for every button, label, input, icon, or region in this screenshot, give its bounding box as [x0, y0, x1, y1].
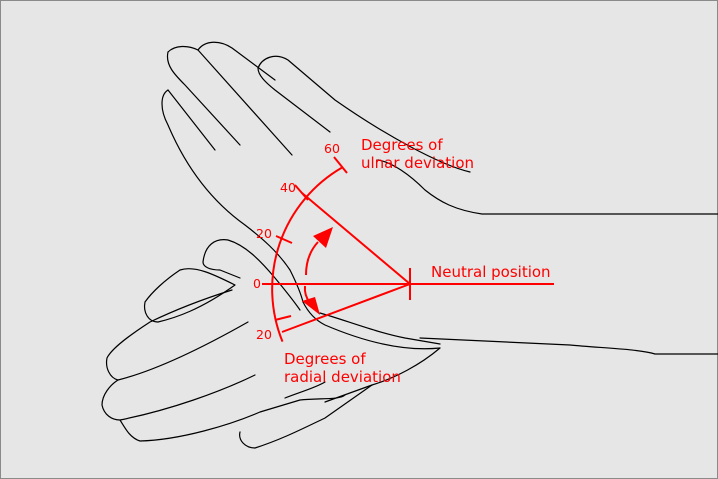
- ulnar-label-line2: ulnar deviation: [361, 154, 474, 172]
- ulnar-label-line1: Degrees of: [361, 136, 443, 154]
- neutral-position-label: Neutral position: [431, 263, 551, 281]
- radial-deviation-line: [281, 283, 411, 333]
- tick-20-radial: [274, 315, 292, 321]
- arrowhead-up-icon: [313, 227, 333, 248]
- tick-label-40: 40: [280, 180, 296, 195]
- radial-label-line2: radial deviation: [284, 368, 401, 386]
- protractor-arc: [271, 166, 343, 342]
- tick-label-20-ulnar: 20: [256, 226, 272, 241]
- deviation-protractor: 60 40 20 0 20: [253, 141, 348, 342]
- tick-60: [333, 156, 348, 174]
- arrowhead-down-icon: [302, 297, 320, 315]
- tick-label-60: 60: [324, 141, 340, 156]
- radial-arrow: [302, 285, 320, 315]
- lower-hand-outline: [101, 239, 718, 449]
- deviation-axes: [266, 192, 554, 333]
- tick-label-20-radial: 20: [256, 327, 272, 342]
- upper-hand-outline: [161, 41, 718, 303]
- ulnar-arrow: [305, 227, 333, 276]
- radial-label-line1: Degrees of: [284, 350, 366, 368]
- ulnar-deviation-line: [301, 192, 411, 285]
- tick-label-0: 0: [253, 276, 261, 291]
- tick-20: [275, 235, 293, 244]
